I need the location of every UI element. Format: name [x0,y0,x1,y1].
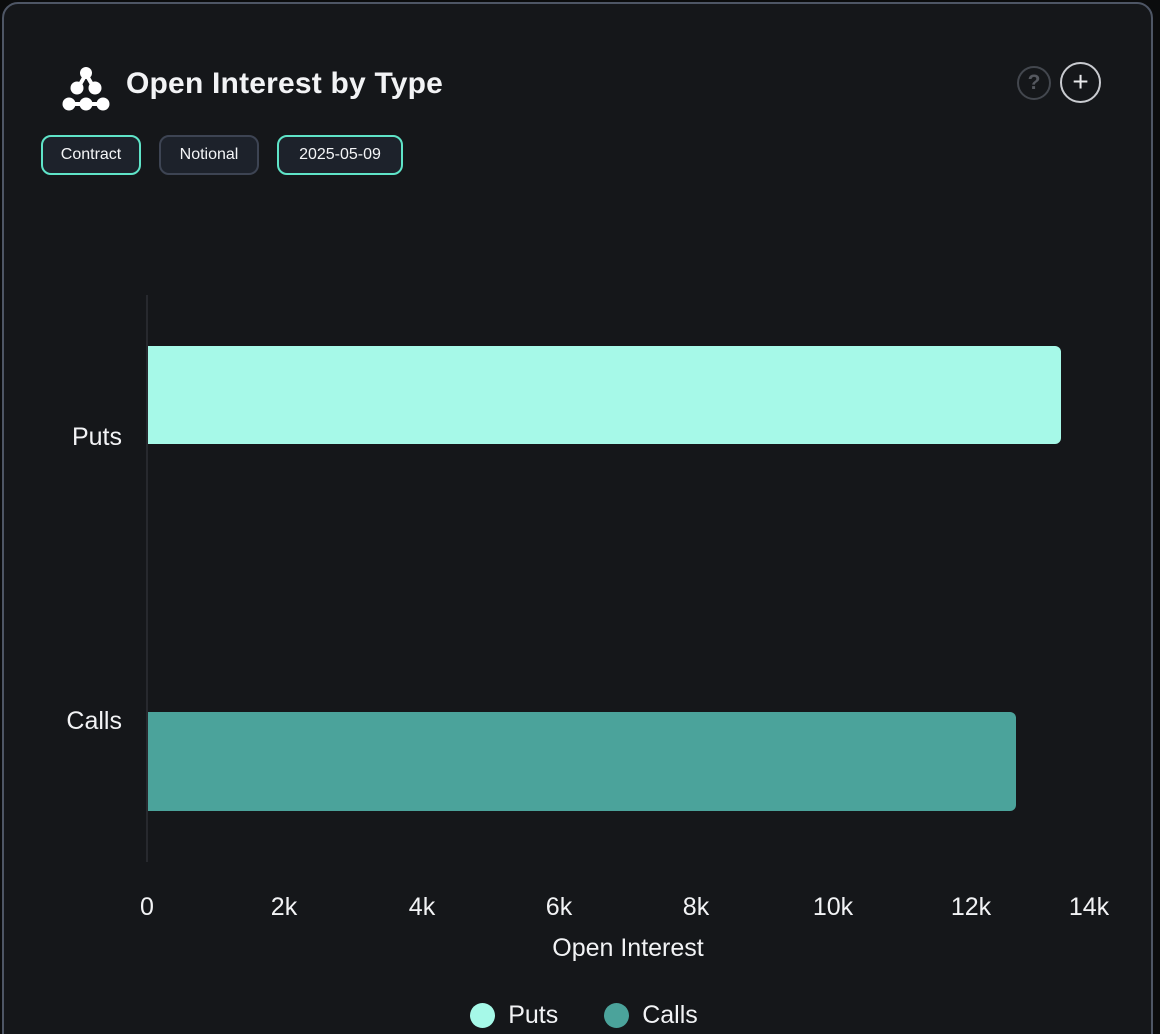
expiry-date-button[interactable]: 2025-05-09 [277,135,403,175]
category-label-calls: Calls [66,707,122,735]
legend-label: Calls [642,1001,698,1029]
bar-puts[interactable] [148,346,1061,444]
x-tick-label: 2k [270,893,298,921]
legend-dot-puts [470,1002,496,1028]
question-mark-glyph: ? [1027,71,1041,94]
y-axis-line [146,295,148,862]
cluster-logo-icon [62,67,110,111]
legend-item-calls[interactable]: Calls [604,1000,698,1030]
plus-glyph: + [1072,65,1089,97]
add-icon[interactable]: + [1060,62,1101,103]
contract-toggle-button[interactable]: Contract [41,135,141,175]
x-tick-label: 4k [408,893,436,921]
x-tick-label: 12k [950,893,992,921]
category-label-puts: Puts [71,423,122,451]
legend-dot-calls [604,1002,630,1028]
x-tick-label: 8k [682,893,710,921]
x-tick-label: 10k [812,893,854,921]
chart-legend: Puts Calls [4,1000,1160,1030]
notional-toggle-button[interactable]: Notional [159,135,259,175]
page-title: Open Interest by Type [126,67,444,100]
bar-calls[interactable] [148,712,1016,811]
x-axis-title: Open Interest [552,934,704,962]
legend-label: Puts [508,1001,559,1029]
help-icon[interactable]: ? [1017,66,1051,100]
x-tick-label: 0 [140,893,154,921]
x-tick-label: 6k [545,893,573,921]
x-tick-label: 14k [1068,893,1110,921]
legend-item-puts[interactable]: Puts [470,1000,558,1030]
